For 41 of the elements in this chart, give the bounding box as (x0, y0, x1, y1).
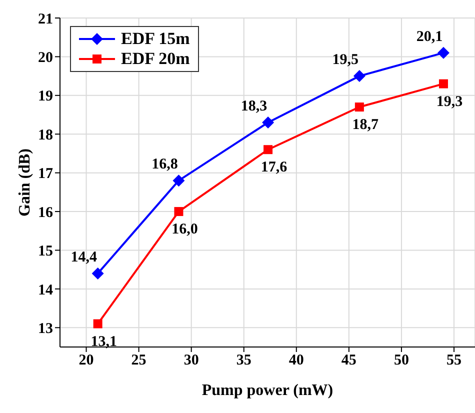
y-tick-label: 16 (38, 204, 54, 221)
x-tick-label: 20 (78, 352, 94, 369)
y-tick-label: 15 (38, 244, 53, 260)
y-axis-title: Gain (dB) (16, 148, 34, 217)
x-tick-label: 40 (288, 352, 304, 369)
data-label: 14,4 (70, 249, 98, 266)
point (438, 79, 448, 88)
x-tick-label: 45 (341, 352, 356, 369)
point (92, 267, 104, 280)
y-tick-label: 21 (38, 11, 53, 28)
data-label: 19,3 (436, 94, 463, 110)
point (174, 207, 184, 216)
y-tick-label: 20 (38, 50, 53, 66)
y-tick-label: 14 (38, 282, 54, 298)
point (172, 174, 185, 187)
point (93, 319, 102, 328)
legend-label: EDF 20m (121, 49, 190, 69)
x-tick-label: 30 (184, 352, 199, 369)
data-label: 18,3 (240, 98, 268, 115)
y-tick-label: 18 (38, 127, 53, 144)
data-label: 18,7 (352, 117, 380, 134)
x-tick-label: 55 (446, 352, 462, 369)
point (437, 46, 450, 59)
data-label: 13,1 (90, 334, 117, 350)
x-tick-label: 50 (394, 352, 409, 369)
data-label: 17,6 (260, 160, 288, 176)
legend-label: EDF 15m (121, 29, 190, 49)
data-label: 20,1 (416, 28, 443, 45)
x-tick-label: 35 (236, 352, 252, 369)
point (264, 145, 273, 154)
x-tick-label: 25 (131, 352, 146, 369)
y-tick-label: 13 (38, 320, 53, 337)
y-tick-label: 19 (38, 88, 53, 105)
x-axis-title: Pump power (mW) (202, 382, 334, 399)
data-label: 19,5 (332, 52, 359, 68)
point (353, 70, 366, 82)
y-tick-label: 17 (38, 166, 54, 182)
data-label: 16,8 (152, 156, 178, 173)
point (262, 116, 274, 129)
data-label: 16,0 (172, 222, 198, 238)
point (354, 102, 364, 112)
